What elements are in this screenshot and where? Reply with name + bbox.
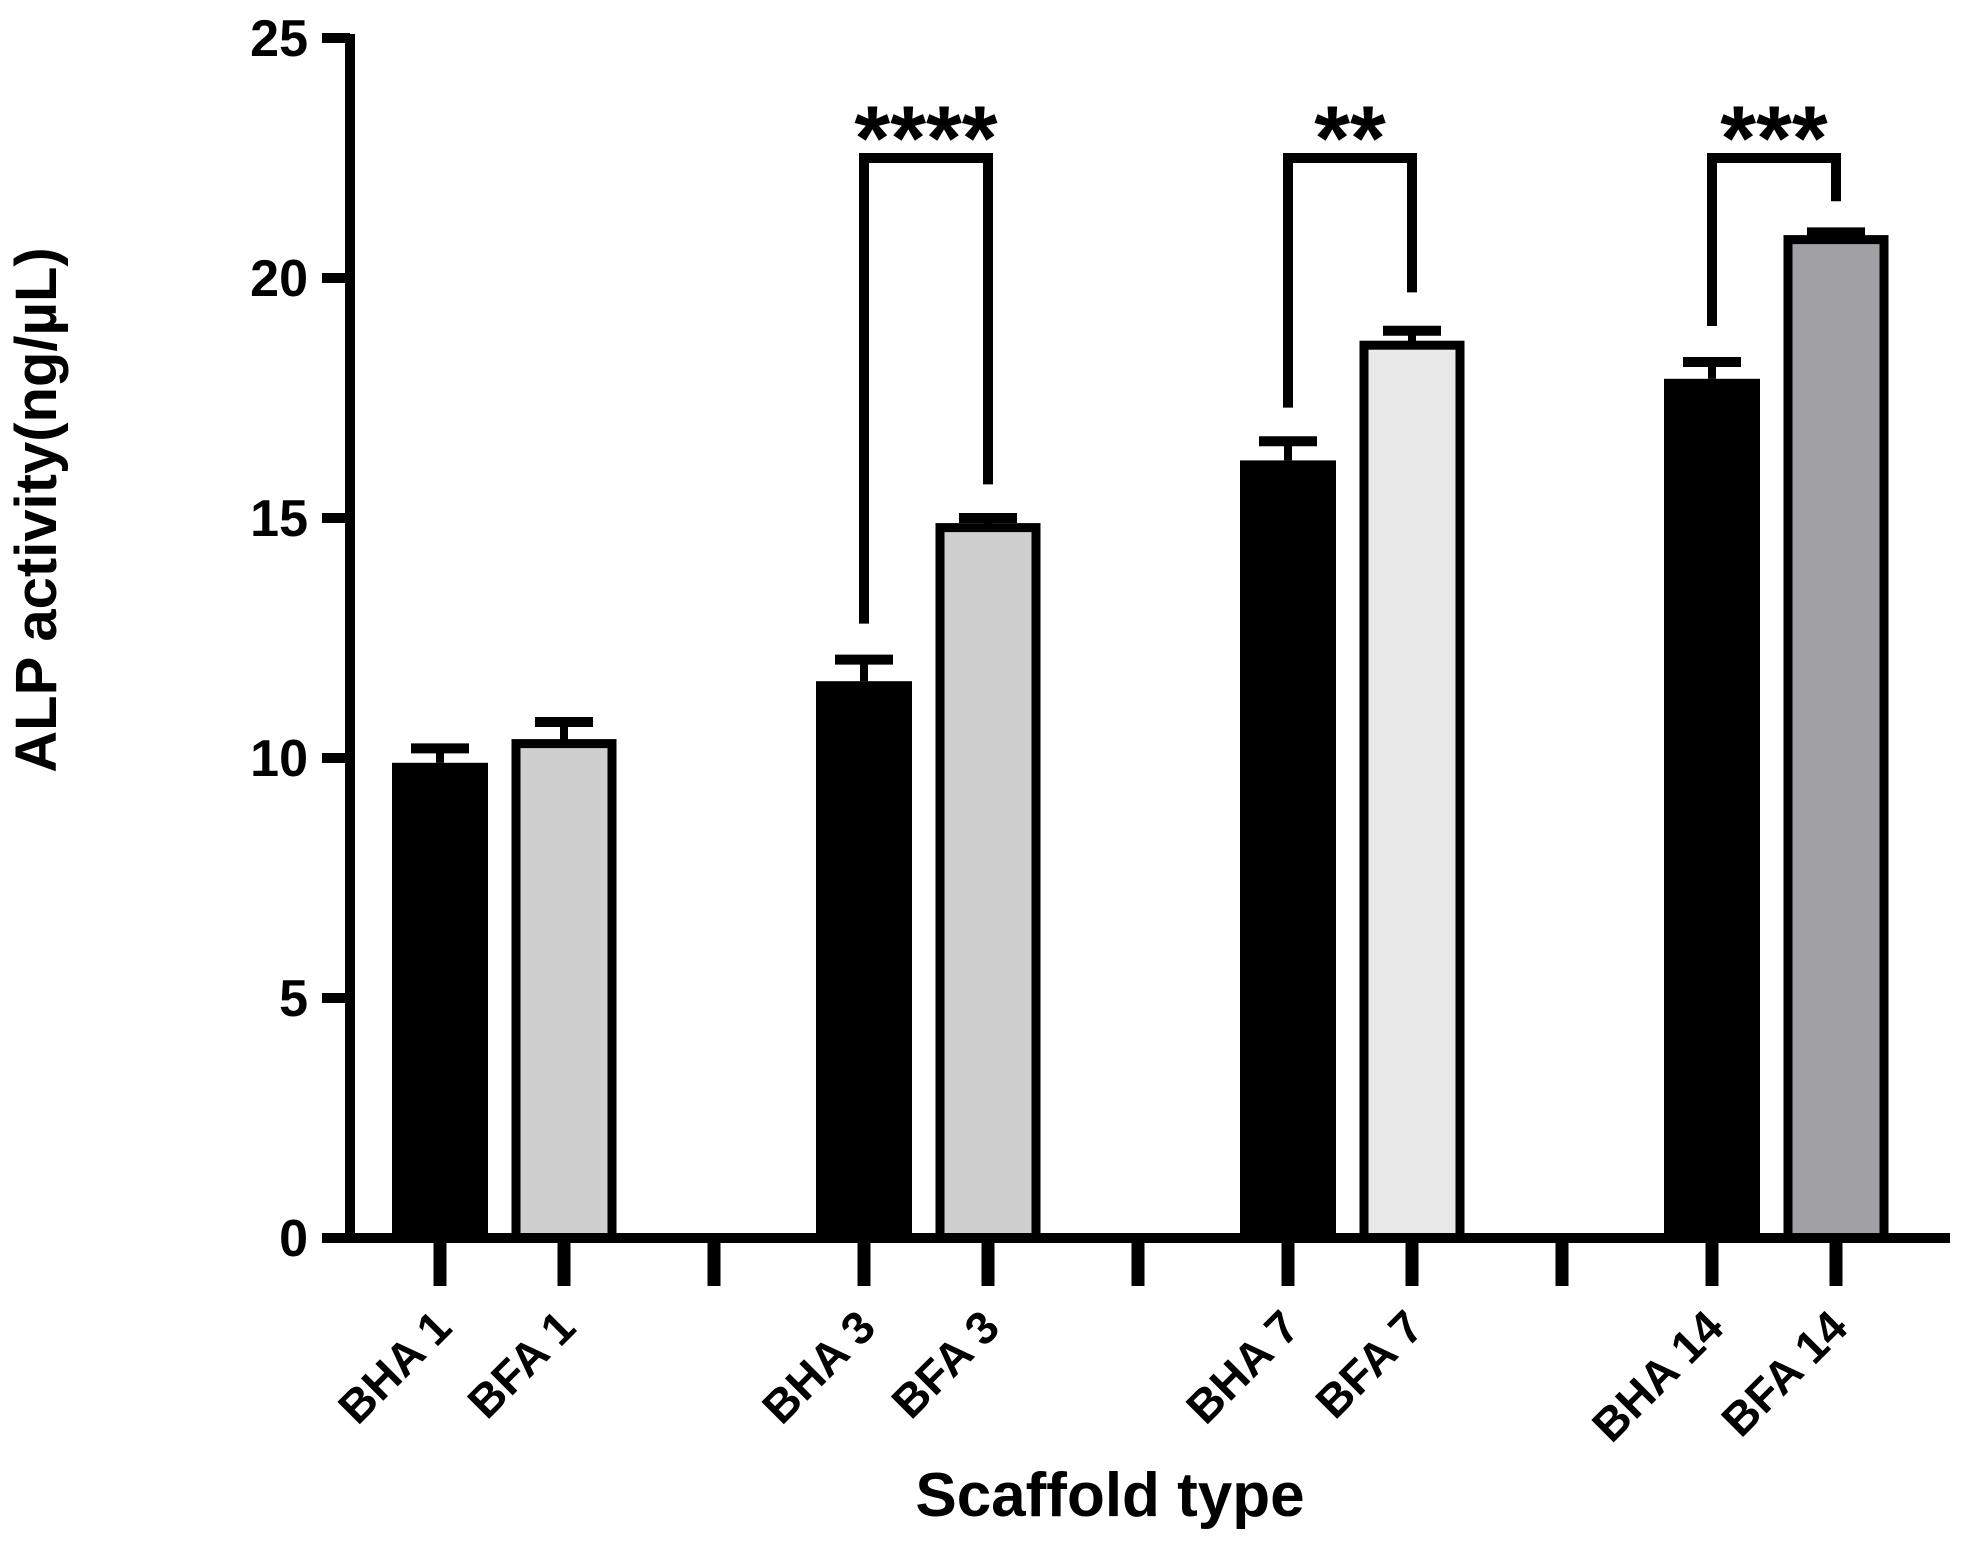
x-tick-label-bfa-14: BFA 14 xyxy=(1711,1300,1857,1446)
significance-bracket-3 xyxy=(1707,153,1841,326)
significance-bracket-2 xyxy=(1283,153,1417,408)
x-tick-label-bha-7: BHA 7 xyxy=(1176,1300,1309,1433)
bar-bha-7 xyxy=(1240,460,1336,1238)
x-tick-label-bfa-1: BFA 1 xyxy=(457,1300,585,1428)
x-axis-title: Scaffold type xyxy=(915,1461,1304,1530)
bar-bfa-1 xyxy=(511,739,617,1243)
y-axis-title: ALP activity(ng/µL) xyxy=(4,247,69,772)
bar-bha-14 xyxy=(1664,378,1760,1238)
significance-stars-1: **** xyxy=(854,88,997,190)
y-tick-label-10: 10 xyxy=(250,730,308,788)
y-tick-label-0: 0 xyxy=(279,1210,308,1268)
significance-stars-3: *** xyxy=(1720,88,1828,190)
x-tick-label-bfa-7: BFA 7 xyxy=(1305,1300,1433,1428)
y-tick-label-15: 15 xyxy=(250,490,308,548)
x-tick-label-bha-14: BHA 14 xyxy=(1582,1300,1734,1452)
significance-bracket-1 xyxy=(859,153,993,624)
bar-bha-1 xyxy=(392,762,488,1238)
bar-bfa-7 xyxy=(1359,340,1465,1243)
bar-bha-3 xyxy=(816,681,912,1238)
y-tick-label-5: 5 xyxy=(279,970,308,1028)
x-tick-label-bha-3: BHA 3 xyxy=(752,1300,885,1433)
bar-bfa-14 xyxy=(1783,235,1889,1243)
x-tick-label-bfa-3: BFA 3 xyxy=(881,1300,1009,1428)
significance-stars-2: ** xyxy=(1314,88,1386,190)
bar-bfa-3 xyxy=(935,523,1041,1243)
x-tick-label-bha-1: BHA 1 xyxy=(328,1300,461,1433)
y-tick-label-20: 20 xyxy=(250,250,308,308)
y-tick-label-25: 25 xyxy=(250,10,308,68)
